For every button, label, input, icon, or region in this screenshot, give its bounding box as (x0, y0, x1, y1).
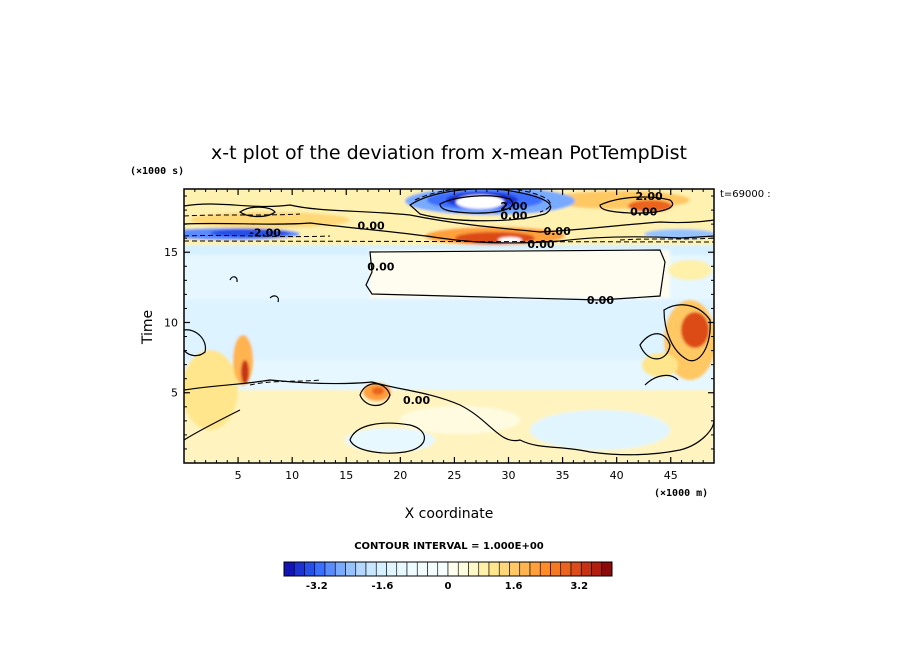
contour-label: 0.00 (630, 205, 657, 218)
colorbar-cell (314, 561, 326, 577)
time-annotation: t=69000 : (720, 189, 771, 200)
colorbar-cell (324, 561, 336, 577)
colorbar-frame (283, 561, 613, 577)
y-axis-label: Time (140, 310, 156, 345)
y-axis: 5 10 15 (164, 195, 714, 450)
contour-label: 0.00 (403, 394, 430, 407)
colorbar-cell (334, 561, 346, 577)
colorbar-cell (529, 561, 541, 577)
colorbar-cell (519, 561, 531, 577)
field-patches (184, 189, 714, 463)
colorbar-tick-labels: -3.2 -1.6 0 1.6 3.2 (306, 581, 588, 592)
colorbar-tick-label: 1.6 (505, 581, 523, 592)
colorbar-tick-label: 3.2 (570, 581, 588, 592)
x-tick-label: 30 (501, 469, 515, 482)
colorbar-cell (345, 561, 357, 577)
x-tick-label: 45 (664, 469, 678, 482)
contour-label: 0.00 (544, 225, 571, 238)
colorbar-cell (304, 561, 316, 577)
colorbar-cell (365, 561, 377, 577)
x-tick-label: 20 (393, 469, 407, 482)
colorbar-tick-label: -1.6 (371, 581, 393, 592)
x-tick-label: 10 (285, 469, 299, 482)
colorbar-cell (406, 561, 418, 577)
colorbar-cell (375, 561, 387, 577)
colorbar-cell (570, 561, 582, 577)
contour-label: 0.00 (527, 238, 554, 251)
colorbar-cell (488, 561, 500, 577)
contour-lines (184, 249, 714, 456)
colorbar-cell (560, 561, 572, 577)
plot-frame (183, 188, 715, 464)
x-tick-label: 5 (235, 469, 242, 482)
colorbar-cell (396, 561, 408, 577)
x-tick-label: 25 (447, 469, 461, 482)
contour-interval-text: CONTOUR INTERVAL = 1.000E+00 (354, 541, 544, 552)
colorbar-cell (498, 561, 510, 577)
x-tick-label: 35 (556, 469, 570, 482)
colorbar (283, 561, 613, 577)
x-tick-label: 40 (610, 469, 624, 482)
colorbar-cell (386, 561, 398, 577)
contour-labels: 2.000.000.00-2.00 0.000.000.000.000.002.0… (249, 190, 663, 407)
colorbar-cell (427, 561, 439, 577)
colorbar-cell (468, 561, 480, 577)
plot-area: 2.000.000.00-2.00 0.000.000.000.000.002.0… (184, 189, 714, 463)
y-tick-label: 10 (164, 316, 178, 329)
colorbar-cell (601, 561, 613, 577)
colorbar-cell (437, 561, 449, 577)
colorbar-cell (283, 561, 295, 577)
contour-label: 0.00 (587, 294, 614, 307)
colorbar-cell (293, 561, 305, 577)
contour-label: 2.00 (500, 200, 527, 213)
colorbar-tick-label: 0 (445, 581, 452, 592)
x-unit-label: (×1000 m) (654, 488, 708, 499)
colorbar-cell (550, 561, 562, 577)
contour-label: 0.00 (367, 260, 394, 273)
contour-label: 0.00 (358, 220, 385, 233)
contour-label: 0.00 (500, 210, 527, 223)
x-axis: 5 10 15 20 25 30 35 40 45 (194, 189, 704, 482)
colorbar-tick-label: -3.2 (306, 581, 328, 592)
colorbar-cell (580, 561, 592, 577)
contour-lines-dashed (184, 189, 714, 386)
colorbar-cell (539, 561, 551, 577)
y-tick-label: 5 (171, 387, 178, 400)
colorbar-cell (355, 561, 367, 577)
x-axis-label: X coordinate (405, 506, 494, 522)
contour-label: -2.00 (249, 227, 281, 240)
x-tick-label: 15 (339, 469, 353, 482)
colorbar-cell (509, 561, 521, 577)
y-unit-label: (×1000 s) (130, 166, 184, 177)
colorbar-cell (416, 561, 428, 577)
colorbar-cell (591, 561, 603, 577)
colorbar-cell (478, 561, 490, 577)
y-tick-label: 15 (164, 246, 178, 259)
colorbar-cell (447, 561, 459, 577)
chart-title: x-t plot of the deviation from x-mean Po… (211, 142, 687, 164)
contour-label: 2.00 (636, 190, 663, 203)
colorbar-cell (457, 561, 469, 577)
